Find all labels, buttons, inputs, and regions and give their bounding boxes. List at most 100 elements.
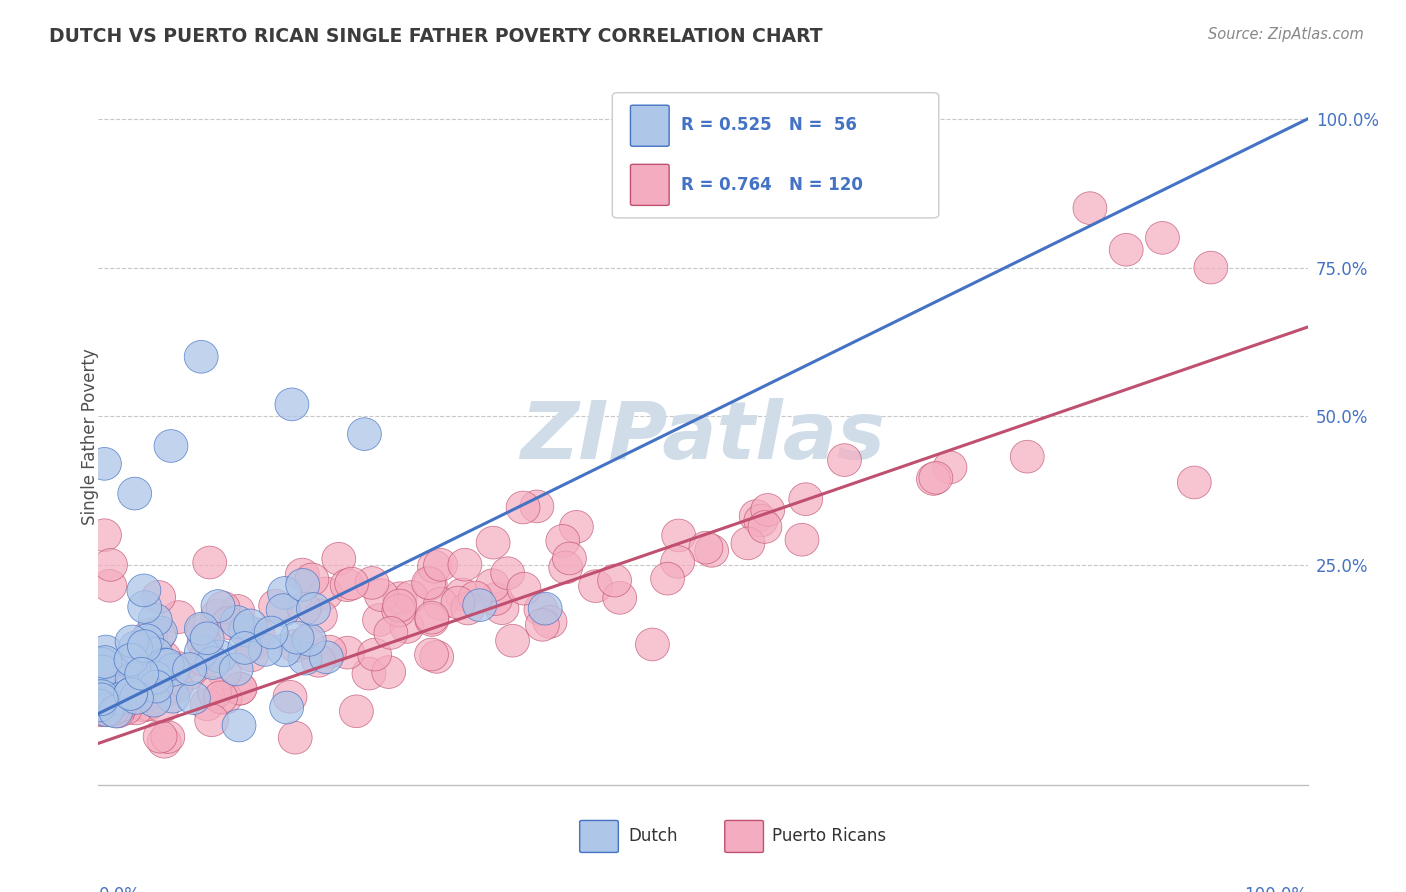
Ellipse shape <box>193 546 226 579</box>
Ellipse shape <box>278 630 312 662</box>
Ellipse shape <box>785 524 818 556</box>
Ellipse shape <box>114 645 148 677</box>
Ellipse shape <box>89 635 122 668</box>
Text: ZIPatlas: ZIPatlas <box>520 398 886 476</box>
Ellipse shape <box>520 490 554 523</box>
Ellipse shape <box>134 618 167 651</box>
Ellipse shape <box>322 542 356 575</box>
FancyBboxPatch shape <box>630 105 669 146</box>
Ellipse shape <box>177 681 211 714</box>
Ellipse shape <box>1194 252 1227 284</box>
Ellipse shape <box>744 504 778 537</box>
Ellipse shape <box>83 693 117 726</box>
Ellipse shape <box>560 510 593 543</box>
Ellipse shape <box>100 675 134 708</box>
Ellipse shape <box>689 532 723 564</box>
Text: R = 0.764   N = 120: R = 0.764 N = 120 <box>682 176 863 194</box>
Ellipse shape <box>496 624 530 657</box>
Ellipse shape <box>524 593 558 625</box>
Ellipse shape <box>363 604 396 636</box>
Ellipse shape <box>347 417 381 450</box>
Ellipse shape <box>87 448 121 480</box>
Ellipse shape <box>97 680 131 713</box>
Ellipse shape <box>389 611 425 643</box>
Ellipse shape <box>202 640 236 673</box>
Ellipse shape <box>413 567 447 600</box>
Ellipse shape <box>463 589 496 622</box>
Ellipse shape <box>304 599 337 632</box>
Ellipse shape <box>235 639 269 672</box>
Ellipse shape <box>221 595 254 627</box>
Ellipse shape <box>91 694 125 726</box>
Ellipse shape <box>108 692 142 725</box>
Ellipse shape <box>94 549 128 582</box>
Ellipse shape <box>249 633 283 666</box>
Text: 0.0%: 0.0% <box>98 886 141 892</box>
Text: 100.0%: 100.0% <box>1244 886 1308 892</box>
Ellipse shape <box>285 558 319 591</box>
Ellipse shape <box>506 491 540 524</box>
Ellipse shape <box>446 578 479 611</box>
Ellipse shape <box>485 592 519 624</box>
Ellipse shape <box>221 606 254 639</box>
Ellipse shape <box>107 662 141 694</box>
Ellipse shape <box>91 671 125 704</box>
Ellipse shape <box>309 577 343 610</box>
Ellipse shape <box>267 576 301 609</box>
Ellipse shape <box>149 674 183 707</box>
Ellipse shape <box>131 688 165 721</box>
Ellipse shape <box>451 592 485 624</box>
Ellipse shape <box>297 592 330 625</box>
Ellipse shape <box>259 590 292 623</box>
Ellipse shape <box>96 693 129 726</box>
Ellipse shape <box>114 678 148 710</box>
Ellipse shape <box>190 688 224 721</box>
Ellipse shape <box>1146 221 1180 254</box>
Text: DUTCH VS PUERTO RICAN SINGLE FATHER POVERTY CORRELATION CHART: DUTCH VS PUERTO RICAN SINGLE FATHER POVE… <box>49 27 823 45</box>
Ellipse shape <box>491 557 524 590</box>
Ellipse shape <box>114 678 148 710</box>
Ellipse shape <box>449 549 482 581</box>
Ellipse shape <box>156 681 190 713</box>
Ellipse shape <box>477 526 510 559</box>
Ellipse shape <box>224 673 257 705</box>
Ellipse shape <box>357 639 391 671</box>
Ellipse shape <box>103 690 136 723</box>
Ellipse shape <box>917 463 950 495</box>
Ellipse shape <box>115 663 149 696</box>
Ellipse shape <box>87 519 121 551</box>
Ellipse shape <box>197 677 232 709</box>
Ellipse shape <box>127 574 160 607</box>
Ellipse shape <box>382 594 416 627</box>
Ellipse shape <box>138 604 172 636</box>
FancyBboxPatch shape <box>724 821 763 853</box>
Ellipse shape <box>382 590 416 622</box>
Ellipse shape <box>150 721 184 754</box>
Ellipse shape <box>288 642 322 675</box>
Ellipse shape <box>98 695 132 728</box>
Ellipse shape <box>254 616 288 648</box>
Ellipse shape <box>82 690 117 722</box>
FancyBboxPatch shape <box>630 164 669 205</box>
Ellipse shape <box>120 681 153 714</box>
Ellipse shape <box>475 569 509 601</box>
Ellipse shape <box>148 725 181 758</box>
Ellipse shape <box>423 587 457 620</box>
Ellipse shape <box>145 690 180 723</box>
Ellipse shape <box>125 657 159 690</box>
Ellipse shape <box>219 653 253 686</box>
Ellipse shape <box>748 510 782 543</box>
Ellipse shape <box>207 591 240 624</box>
Ellipse shape <box>420 640 454 673</box>
Ellipse shape <box>117 643 150 676</box>
Ellipse shape <box>1011 441 1045 473</box>
Ellipse shape <box>93 569 127 602</box>
Ellipse shape <box>120 692 153 725</box>
Ellipse shape <box>934 451 967 483</box>
Ellipse shape <box>155 430 188 462</box>
Ellipse shape <box>662 519 696 552</box>
Ellipse shape <box>94 690 128 723</box>
Text: Source: ZipAtlas.com: Source: ZipAtlas.com <box>1208 27 1364 42</box>
Ellipse shape <box>508 573 541 605</box>
Ellipse shape <box>101 695 135 728</box>
